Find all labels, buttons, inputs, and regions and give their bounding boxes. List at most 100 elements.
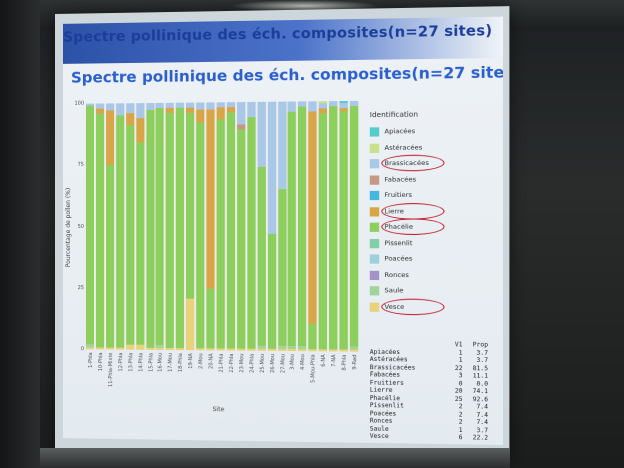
slide-header-bar: Spectre pollinique des éch. composites(n… <box>63 17 503 64</box>
bar-segment <box>288 112 296 347</box>
stacked-bar <box>247 102 255 351</box>
stacked-bar <box>126 103 134 350</box>
table-cell: 0.0 <box>465 380 488 387</box>
bar-segment <box>350 106 358 347</box>
bar-segment <box>340 111 348 349</box>
legend-swatch <box>370 254 379 263</box>
bar-segment <box>319 349 327 352</box>
table-cell: 3.7 <box>465 349 488 356</box>
bar-segment <box>96 113 104 347</box>
bar-segment <box>126 345 134 350</box>
bar-segment <box>136 118 144 143</box>
stacked-bar <box>257 102 265 351</box>
bar-segment <box>309 324 317 349</box>
bar-segment <box>196 348 204 351</box>
table-cell: 1 <box>448 357 463 364</box>
legend-item: Astéracées <box>370 140 486 157</box>
x-tick-label: 16-Mou <box>158 353 164 372</box>
bar-segment <box>136 143 144 345</box>
bar-segment <box>196 122 204 348</box>
bar-segment <box>288 102 296 112</box>
room-wall <box>0 0 40 468</box>
bar-segment <box>340 349 348 352</box>
stacked-bar <box>196 102 204 350</box>
bar-segment <box>309 111 317 323</box>
stacked-bar <box>176 103 184 350</box>
x-tick-label: 22-Phla <box>229 354 235 373</box>
bar-segment <box>146 347 154 350</box>
table-cell: 11.1 <box>465 372 488 379</box>
bar-segment <box>278 348 286 351</box>
bar-segment <box>136 103 144 118</box>
y-tick-label: 25 <box>70 285 84 291</box>
y-tick-label: 75 <box>70 162 84 168</box>
table-cell: 3.7 <box>465 357 488 364</box>
x-tick-label: 23-Mou <box>239 354 245 373</box>
table-cell: 0 <box>448 380 463 387</box>
x-tick-label: 2-Mou <box>198 353 204 369</box>
bar-segment <box>268 348 276 351</box>
table-cell: V1 <box>448 341 463 348</box>
stacked-bar <box>166 103 174 350</box>
bar-segment <box>86 347 94 350</box>
bar-segment <box>350 349 358 352</box>
stacked-bar <box>206 102 214 350</box>
legend-item: Brassicacées <box>370 156 486 173</box>
legend-item: Phacélie <box>370 220 486 236</box>
legend-swatch <box>370 207 379 216</box>
table-cell: Ronces <box>370 417 393 424</box>
table-cell: 6 <box>448 434 463 441</box>
bar-segment <box>217 120 225 348</box>
legend-swatch <box>370 286 379 295</box>
bar-segment <box>86 106 94 344</box>
x-tick-label: 10-Phla <box>98 352 104 371</box>
legend-item: Saule <box>370 284 486 300</box>
stacked-bar <box>309 101 317 351</box>
x-tick-label: 13-Phla <box>128 353 134 372</box>
stacked-bar <box>319 101 327 351</box>
x-tick-label: 25-Mou <box>259 354 265 373</box>
bar-segment <box>106 347 114 350</box>
bar-segment <box>298 349 306 352</box>
bar-segment <box>237 348 245 351</box>
stacked-bar <box>340 101 348 352</box>
table-cell: Fruitiers <box>370 379 404 387</box>
table-cell: Fabacées <box>370 371 400 378</box>
x-tick-labels: 1-Phla 10-Phla 11-Phla-Mixte 12-Phla 13-Phla… <box>85 350 359 404</box>
table-cell: Poacées <box>370 410 397 418</box>
bar-segment <box>206 102 214 110</box>
bar-segment <box>309 101 317 111</box>
bar-segment <box>116 116 124 348</box>
bar-segment <box>227 348 235 351</box>
projection-screen: Spectre pollinique des éch. composites(n… <box>55 6 509 468</box>
table-cell: 74.1 <box>465 388 488 396</box>
bar-segment <box>126 103 134 113</box>
legend-title: Identification <box>370 110 486 119</box>
stacked-bar <box>146 103 154 350</box>
legend-label: Fruitiers <box>384 191 412 199</box>
table-row: Vesce 6 22.2 <box>370 433 497 443</box>
legend-swatch <box>370 191 379 200</box>
x-tick-label: 6-NA <box>321 354 327 366</box>
table-cell: 25 <box>448 395 463 402</box>
table-cell: 81.5 <box>465 364 488 371</box>
stacked-bar <box>227 102 235 350</box>
bar-segment <box>278 102 286 189</box>
table-cell: 92.6 <box>465 395 488 403</box>
table-cell: 22.2 <box>465 434 488 442</box>
highlight-circle <box>381 218 444 234</box>
table-cell: 7.4 <box>465 411 488 419</box>
table-cell: 2 <box>448 418 463 425</box>
x-tick-label: 7-NA <box>331 354 337 366</box>
bar-segment <box>268 234 276 349</box>
bar-segment <box>217 107 225 119</box>
x-tick-label: 8-Phla <box>342 355 348 371</box>
x-tick-label: 14-Phla <box>138 353 144 372</box>
bar-segment <box>146 103 154 110</box>
legend-items: Apiacées Astéracées Brassicacées Fabacées Fr… <box>370 124 486 316</box>
legend-swatch <box>370 175 379 184</box>
presentation-slide: Spectre pollinique des éch. composites(n… <box>63 17 503 445</box>
bar-segment <box>329 106 337 349</box>
legend-label: Astéracées <box>384 143 422 151</box>
bars-container <box>85 101 359 352</box>
